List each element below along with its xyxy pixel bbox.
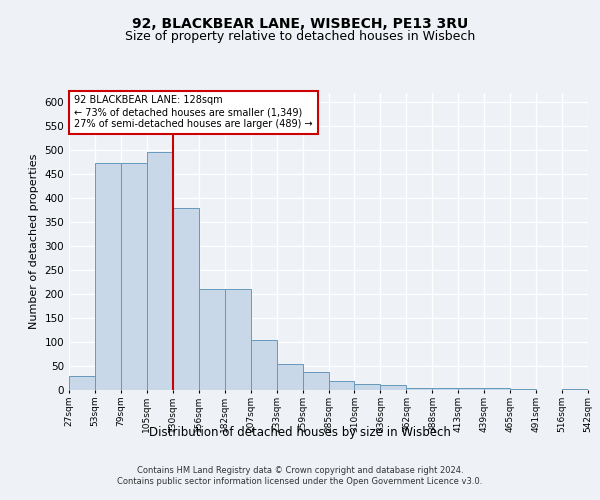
Bar <box>225 289 251 390</box>
Y-axis label: Number of detached properties: Number of detached properties <box>29 154 39 329</box>
Bar <box>147 152 173 390</box>
Text: Size of property relative to detached houses in Wisbech: Size of property relative to detached ho… <box>125 30 475 43</box>
Bar <box>510 389 536 390</box>
Bar <box>484 388 510 390</box>
Bar <box>173 208 199 390</box>
Bar <box>251 340 277 390</box>
Bar <box>406 388 432 390</box>
Bar <box>355 384 380 390</box>
Bar <box>433 388 458 390</box>
Bar <box>458 388 484 390</box>
Bar <box>302 372 329 390</box>
Bar <box>95 163 121 390</box>
Bar <box>121 163 147 390</box>
Bar <box>380 385 406 390</box>
Bar <box>199 289 224 390</box>
Text: Distribution of detached houses by size in Wisbech: Distribution of detached houses by size … <box>149 426 451 439</box>
Text: Contains HM Land Registry data © Crown copyright and database right 2024.
Contai: Contains HM Land Registry data © Crown c… <box>118 466 482 485</box>
Text: 92 BLACKBEAR LANE: 128sqm
← 73% of detached houses are smaller (1,349)
27% of se: 92 BLACKBEAR LANE: 128sqm ← 73% of detac… <box>74 96 313 128</box>
Bar <box>329 382 355 390</box>
Text: 92, BLACKBEAR LANE, WISBECH, PE13 3RU: 92, BLACKBEAR LANE, WISBECH, PE13 3RU <box>132 18 468 32</box>
Bar <box>277 364 302 390</box>
Bar <box>562 388 588 390</box>
Bar <box>69 376 95 390</box>
